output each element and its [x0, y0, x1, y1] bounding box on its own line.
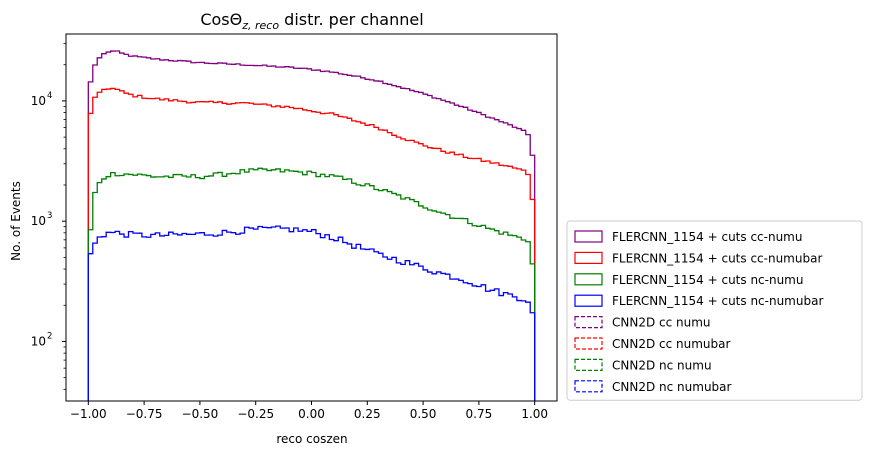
legend-label: CNN2D cc numubar — [612, 337, 731, 351]
x-tick-label: −0.50 — [182, 407, 219, 421]
y-tick-exponent: 2 — [47, 331, 52, 341]
legend-label: CNN2D nc numubar — [612, 380, 732, 394]
y-tick-label: 10 — [31, 214, 46, 228]
y-tick-exponent: 4 — [47, 91, 52, 101]
legend-swatch — [574, 316, 603, 329]
x-tick-label: −0.75 — [126, 407, 163, 421]
legend-swatch — [574, 358, 603, 371]
x-tick-label: −0.25 — [237, 407, 274, 421]
x-tick-label: 0.25 — [354, 407, 381, 421]
legend-swatch — [574, 294, 603, 307]
x-axis-label: reco coszen — [276, 432, 347, 446]
x-axis-ticks: −1.00 −0.75 −0.50 −0.25 0.00 0.25 0.50 0.75 1.00 — [70, 401, 548, 421]
legend-box — [566, 220, 863, 401]
plot-area-frame — [65, 33, 558, 402]
legend-swatch — [574, 337, 603, 350]
x-tick-label: 0.50 — [410, 407, 437, 421]
y-tick-exponent: 3 — [47, 211, 52, 221]
legend-label: FLERCNN_1154 + cuts cc-numu — [612, 230, 802, 244]
legend-label: FLERCNN_1154 + cuts nc-numubar — [612, 294, 823, 308]
legend-label: FLERCNN_1154 + cuts cc-numubar — [612, 251, 822, 265]
y-axis-label: No. of Events — [9, 181, 23, 261]
series-line-0 — [87, 50, 536, 401]
legend-swatch — [574, 251, 603, 264]
legend-swatch — [574, 273, 603, 286]
legend: FLERCNN_1154 + cuts cc-numu FLERCNN_1154 … — [566, 220, 863, 401]
legend-label: CNN2D cc numu — [612, 316, 711, 330]
series-line-3 — [87, 225, 536, 401]
chart-title: CosΘz, reco distr. per channel — [200, 10, 423, 32]
series-line-1 — [87, 87, 536, 401]
x-tick-label: −1.00 — [70, 407, 107, 421]
y-tick-label: 10 — [31, 334, 46, 348]
x-tick-label: 0.00 — [298, 407, 325, 421]
x-tick-label: 1.00 — [521, 407, 548, 421]
legend-swatch — [574, 230, 603, 243]
series-layer — [87, 50, 536, 401]
chart-title-main: CosΘ — [200, 10, 242, 29]
chart-title-subscript: z, reco — [241, 19, 279, 32]
legend-swatch — [574, 380, 603, 393]
y-tick-label: 10 — [31, 94, 46, 108]
series-line-2 — [87, 167, 536, 401]
chart-title-rest: distr. per channel — [279, 10, 424, 29]
legend-label: FLERCNN_1154 + cuts nc-numu — [612, 273, 803, 287]
x-tick-label: 0.75 — [466, 407, 493, 421]
legend-label: CNN2D nc numu — [612, 358, 712, 372]
